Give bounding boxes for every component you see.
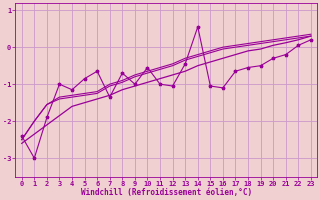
X-axis label: Windchill (Refroidissement éolien,°C): Windchill (Refroidissement éolien,°C)	[81, 188, 252, 197]
